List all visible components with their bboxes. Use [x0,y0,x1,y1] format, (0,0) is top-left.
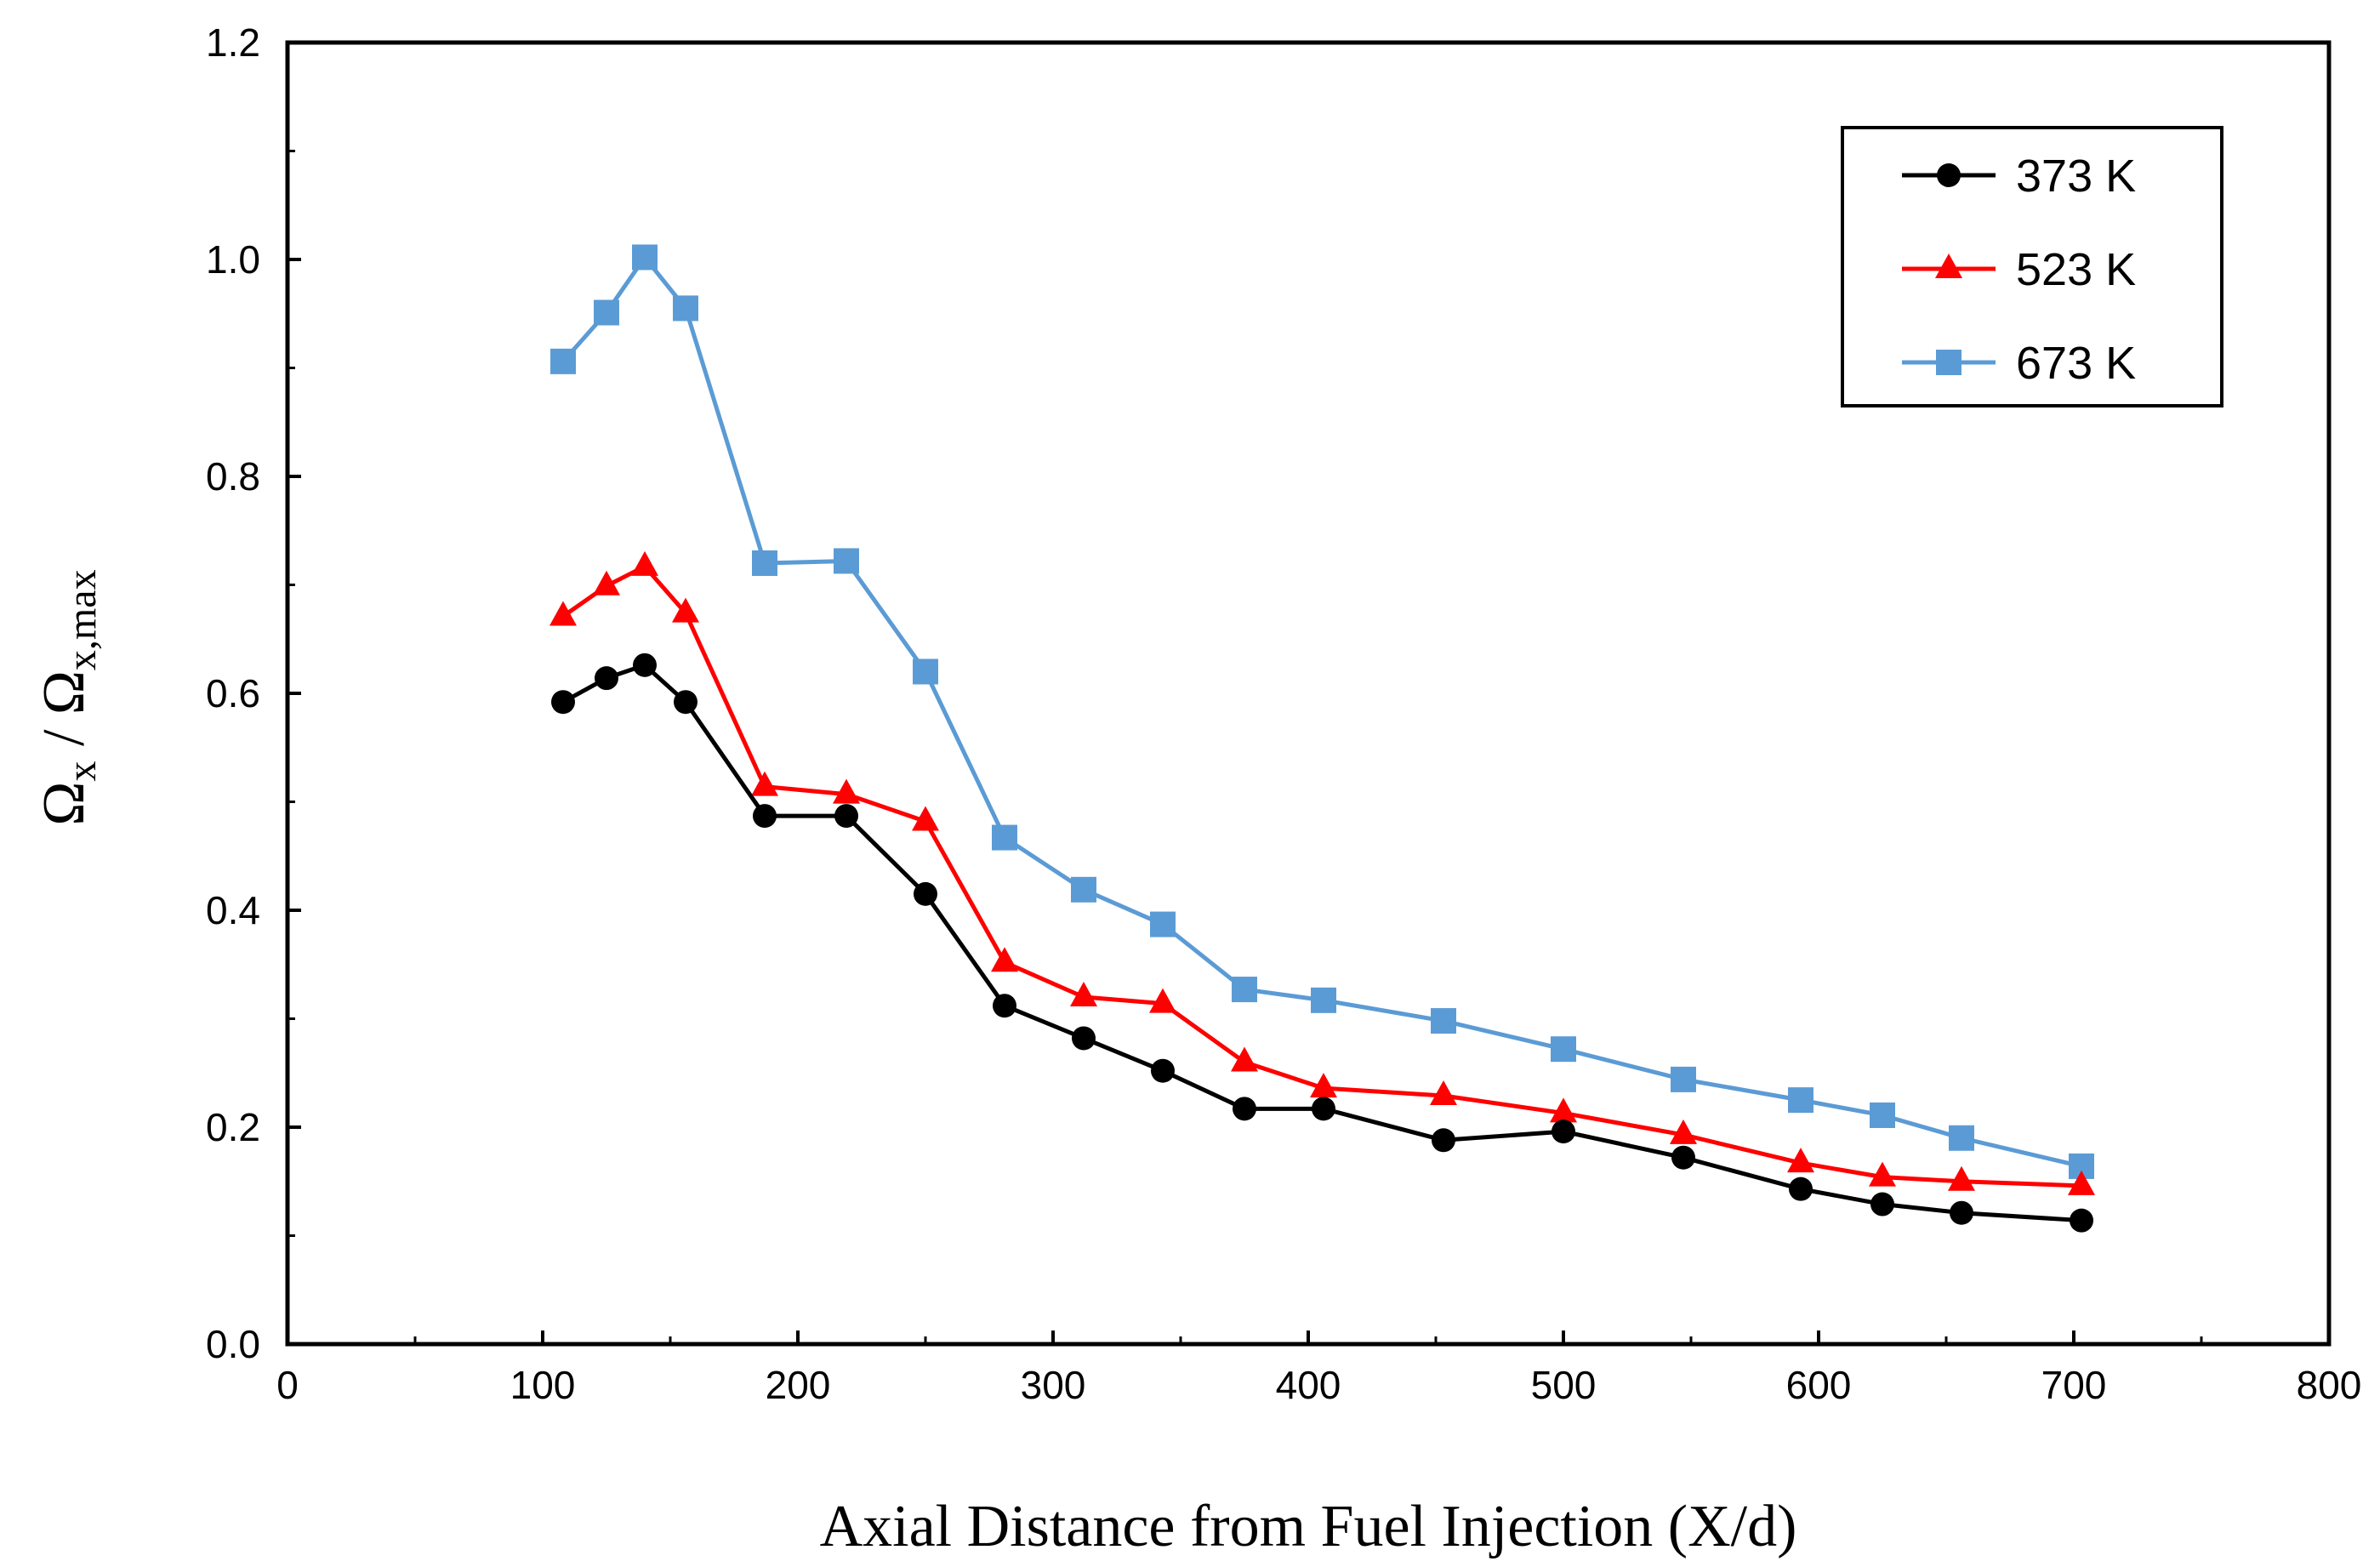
y-title-part: Ω [31,782,97,826]
data-point [1550,1097,1577,1123]
data-point [913,658,938,685]
data-point [914,881,937,906]
legend-item-523-k: 523 K [1902,244,2136,295]
legend-label: 673 K [2016,338,2136,389]
data-point [2070,1208,2093,1233]
data-point [1950,1200,1973,1225]
data-point [1149,988,1176,1013]
series-523-k [549,550,2095,1195]
data-point [551,690,575,715]
y-title-part: / Ω [31,670,97,761]
data-point [1551,1036,1576,1063]
data-point [674,690,697,715]
y-tick-label: 0.2 [206,1105,260,1149]
data-point [991,947,1018,972]
legend-label: 373 K [2016,151,2136,202]
series-373-k [551,652,2093,1233]
x-tick-label: 400 [1276,1363,1341,1407]
data-point [1552,1120,1575,1144]
y-tick-label: 1.0 [206,237,260,282]
axes: 0 100 200 300 400 500 600 700 800 0.0 0.2 0.4 0.6 0.8… [206,20,2361,1407]
data-point [834,804,858,829]
legend: 373 K 523 K 673 K [1841,126,2223,407]
x-tick-label: 100 [510,1363,576,1407]
x-tick-label: 600 [1786,1363,1852,1407]
y-tick-label: 0.4 [206,888,260,932]
legend-item-673-k: 673 K [1902,338,2136,389]
data-point [1431,1008,1456,1034]
x-tick-label: 500 [1531,1363,1597,1407]
y-axis-title: Ωx / Ωx,max [31,569,105,825]
data-point [751,771,778,796]
x-axis-title: Axial Distance from Fuel Injection (X/d) [820,1494,1797,1559]
data-point [2068,1170,2095,1195]
data-point [593,570,620,595]
data-point [550,348,576,374]
x-tick-label: 200 [766,1363,831,1407]
data-point [992,824,1017,851]
data-point [1232,977,1257,1003]
y-title-subscript: x,max [60,569,105,670]
data-point [1310,1073,1337,1098]
data-point [1432,1128,1455,1153]
data-point [1233,1097,1256,1121]
data-point [1870,1102,1895,1128]
data-point [549,601,577,626]
legend-label: 523 K [2016,244,2136,295]
data-point [1071,876,1096,903]
data-point [1150,911,1176,937]
data-point [834,548,859,574]
data-point [595,666,618,691]
x-tick-label: 0 [276,1363,299,1407]
y-tick-label: 1.2 [206,20,260,65]
data-point [632,244,658,271]
data-point [1671,1145,1695,1170]
data-point [1869,1161,1896,1187]
data-point [1948,1165,1975,1191]
legend-marker [1937,163,1961,187]
data-point [673,295,698,322]
data-point [1312,1097,1335,1121]
data-point [1430,1080,1457,1106]
data-point [1671,1066,1696,1092]
data-point [1789,1177,1813,1201]
data-point [631,550,658,576]
data-point [633,652,657,677]
data-point [1070,982,1097,1006]
data-point [993,994,1016,1018]
legend-marker [1935,254,1962,278]
data-point [1787,1148,1814,1173]
y-title-subscript: x [60,761,105,782]
series-group [549,244,2095,1233]
legend-marker [1936,350,1962,375]
x-tick-label: 700 [2041,1363,2107,1407]
data-point [752,550,777,576]
y-tick-label: 0.0 [206,1322,260,1366]
legend-items: 373 K 523 K 673 K [1902,151,2136,389]
data-point [594,299,619,326]
y-tick-label: 0.6 [206,671,260,715]
data-point [1231,1046,1258,1072]
data-point [912,806,939,831]
data-point [1870,1192,1894,1217]
data-point [753,804,777,829]
x-tick-label: 300 [1021,1363,1086,1407]
data-point [1151,1058,1175,1083]
data-point [1949,1125,1974,1151]
data-point [1072,1026,1096,1051]
legend-item-373-k: 373 K [1902,151,2136,202]
data-point [833,778,860,804]
y-tick-label: 0.8 [206,454,260,499]
series-673-k [550,244,2094,1179]
data-point [1670,1119,1697,1144]
data-point [1311,987,1336,1013]
x-tick-label: 800 [2297,1363,2362,1407]
data-point [672,597,699,623]
data-point [1788,1087,1813,1114]
